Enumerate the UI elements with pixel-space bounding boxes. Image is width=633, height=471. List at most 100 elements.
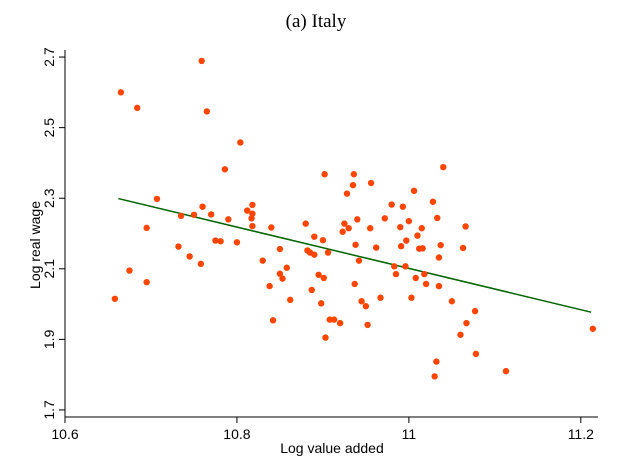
data-point bbox=[433, 358, 440, 365]
data-point bbox=[324, 249, 332, 256]
data-point bbox=[221, 166, 229, 173]
data-point bbox=[153, 195, 161, 203]
data-point bbox=[354, 216, 361, 223]
x-tick-label: 11.2 bbox=[568, 426, 594, 442]
data-point bbox=[392, 270, 400, 278]
data-point bbox=[322, 334, 329, 341]
data-point bbox=[111, 295, 119, 302]
data-point bbox=[463, 319, 470, 327]
data-point bbox=[589, 325, 597, 332]
data-point bbox=[399, 203, 407, 210]
x-axis-ticks: 10.6 10.8 11 11.2 bbox=[51, 417, 594, 442]
data-point bbox=[412, 274, 419, 282]
data-point bbox=[351, 280, 358, 288]
x-tick-label: 10.8 bbox=[223, 426, 250, 442]
data-point bbox=[448, 298, 456, 305]
data-point bbox=[435, 254, 443, 261]
data-point bbox=[276, 245, 284, 253]
data-point bbox=[217, 238, 224, 245]
data-point bbox=[410, 187, 418, 195]
y-tick-label: 2.1 bbox=[41, 259, 57, 279]
x-tick-label: 10.6 bbox=[51, 426, 78, 442]
data-point bbox=[471, 307, 479, 315]
data-point bbox=[287, 296, 294, 304]
data-point bbox=[276, 270, 284, 277]
data-point bbox=[259, 257, 266, 264]
data-point bbox=[143, 224, 150, 232]
data-point bbox=[358, 298, 365, 305]
data-point bbox=[391, 263, 398, 270]
data-point bbox=[283, 264, 290, 271]
data-point bbox=[237, 139, 244, 146]
data-point bbox=[403, 237, 410, 244]
data-point bbox=[336, 319, 344, 327]
data-point bbox=[402, 263, 409, 270]
data-point bbox=[330, 316, 338, 323]
data-point bbox=[367, 179, 375, 187]
data-point bbox=[502, 367, 510, 375]
x-axis-label: Log value added bbox=[280, 440, 384, 456]
data-point bbox=[373, 244, 380, 251]
data-point bbox=[249, 222, 256, 230]
data-point bbox=[199, 203, 206, 210]
data-point bbox=[311, 233, 318, 240]
data-point bbox=[320, 274, 327, 282]
y-tick-label: 1.7 bbox=[41, 400, 57, 420]
data-point bbox=[207, 211, 215, 218]
data-point bbox=[317, 300, 325, 307]
data-point bbox=[244, 207, 251, 214]
data-points bbox=[111, 57, 597, 380]
data-point bbox=[397, 223, 404, 231]
data-point bbox=[177, 212, 185, 220]
data-point bbox=[249, 210, 256, 217]
data-point bbox=[422, 280, 430, 288]
data-point bbox=[321, 171, 328, 178]
x-tick-label: 11 bbox=[402, 426, 417, 442]
y-axis-ticks: 1.7 1.9 2.1 2.3 2.5 2.7 bbox=[41, 47, 65, 420]
data-point bbox=[343, 190, 351, 197]
data-point bbox=[472, 350, 480, 358]
data-point bbox=[462, 223, 469, 230]
data-point bbox=[279, 275, 286, 282]
data-point bbox=[457, 331, 464, 338]
fitted-regression-line bbox=[118, 197, 592, 313]
data-point bbox=[419, 245, 426, 252]
data-point bbox=[381, 215, 388, 222]
data-point bbox=[435, 282, 443, 290]
data-point bbox=[341, 220, 348, 227]
data-point bbox=[362, 302, 370, 310]
data-point bbox=[405, 217, 413, 225]
data-point bbox=[315, 271, 322, 278]
data-point bbox=[308, 286, 315, 294]
data-point bbox=[134, 104, 141, 112]
y-tick-label: 1.9 bbox=[41, 329, 57, 349]
data-point bbox=[377, 294, 384, 301]
data-point bbox=[397, 243, 405, 250]
plot-area: 10.6 10.8 11 11.2 1.7 1.9 2.1 2.3 2.5 2.7 bbox=[41, 47, 598, 442]
data-point bbox=[352, 241, 359, 248]
data-point bbox=[266, 282, 273, 290]
data-point bbox=[117, 89, 125, 96]
data-point bbox=[366, 225, 374, 232]
data-point bbox=[302, 220, 309, 227]
data-point bbox=[355, 257, 363, 264]
data-point bbox=[175, 243, 182, 250]
data-point bbox=[339, 228, 346, 235]
data-point bbox=[212, 237, 219, 244]
data-point bbox=[186, 253, 193, 260]
y-tick-label: 2.3 bbox=[41, 188, 57, 208]
data-point bbox=[143, 278, 150, 286]
y-tick-label: 2.5 bbox=[41, 118, 57, 138]
data-point bbox=[431, 373, 438, 380]
data-point bbox=[408, 294, 415, 301]
data-point bbox=[203, 108, 211, 115]
data-point bbox=[421, 270, 428, 278]
data-point bbox=[350, 171, 358, 178]
data-point bbox=[190, 211, 198, 218]
data-point bbox=[269, 317, 277, 324]
data-point bbox=[225, 216, 232, 223]
data-point bbox=[418, 225, 425, 232]
data-point bbox=[198, 57, 205, 65]
data-point bbox=[319, 237, 327, 244]
